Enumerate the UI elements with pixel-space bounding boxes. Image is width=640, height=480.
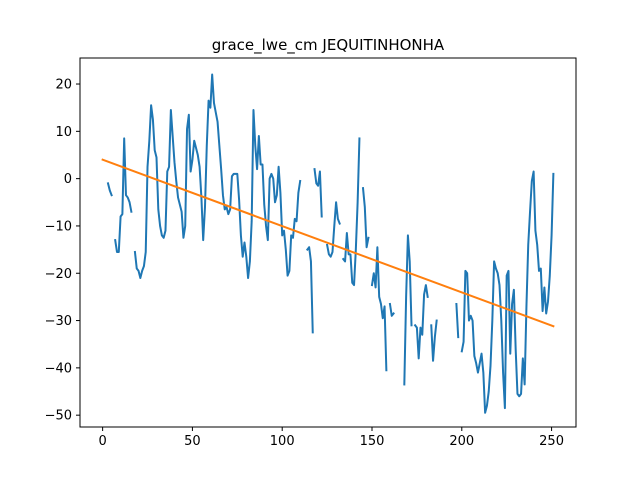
series-line-trend (101, 158, 555, 328)
x-tick-label: 50 (184, 434, 201, 449)
axes-frame (79, 57, 577, 428)
y-tick-label: −50 (45, 409, 72, 424)
y-tick-label: −40 (45, 361, 72, 376)
chart-title: grace_lwe_cm JEQUITINHONHA (212, 36, 445, 55)
y-tick-label: −20 (45, 267, 72, 282)
y-tick-label: −30 (45, 314, 72, 329)
x-tick-label: 0 (98, 434, 106, 449)
x-tick-label: 100 (270, 434, 295, 449)
series-line-data (106, 73, 555, 414)
y-tick-label: 10 (55, 125, 72, 140)
y-tick-label: 20 (55, 78, 72, 93)
plot-area (101, 73, 555, 414)
x-tick-label: 150 (360, 434, 385, 449)
y-tick-label: −10 (45, 219, 72, 234)
x-tick-label: 250 (539, 434, 564, 449)
axes: 0 50 100 150 200 250 −50 −40 −30 −20 −10 0 10 20 (45, 57, 577, 449)
y-tick-label: 0 (64, 172, 72, 187)
x-tick-label: 200 (449, 434, 474, 449)
